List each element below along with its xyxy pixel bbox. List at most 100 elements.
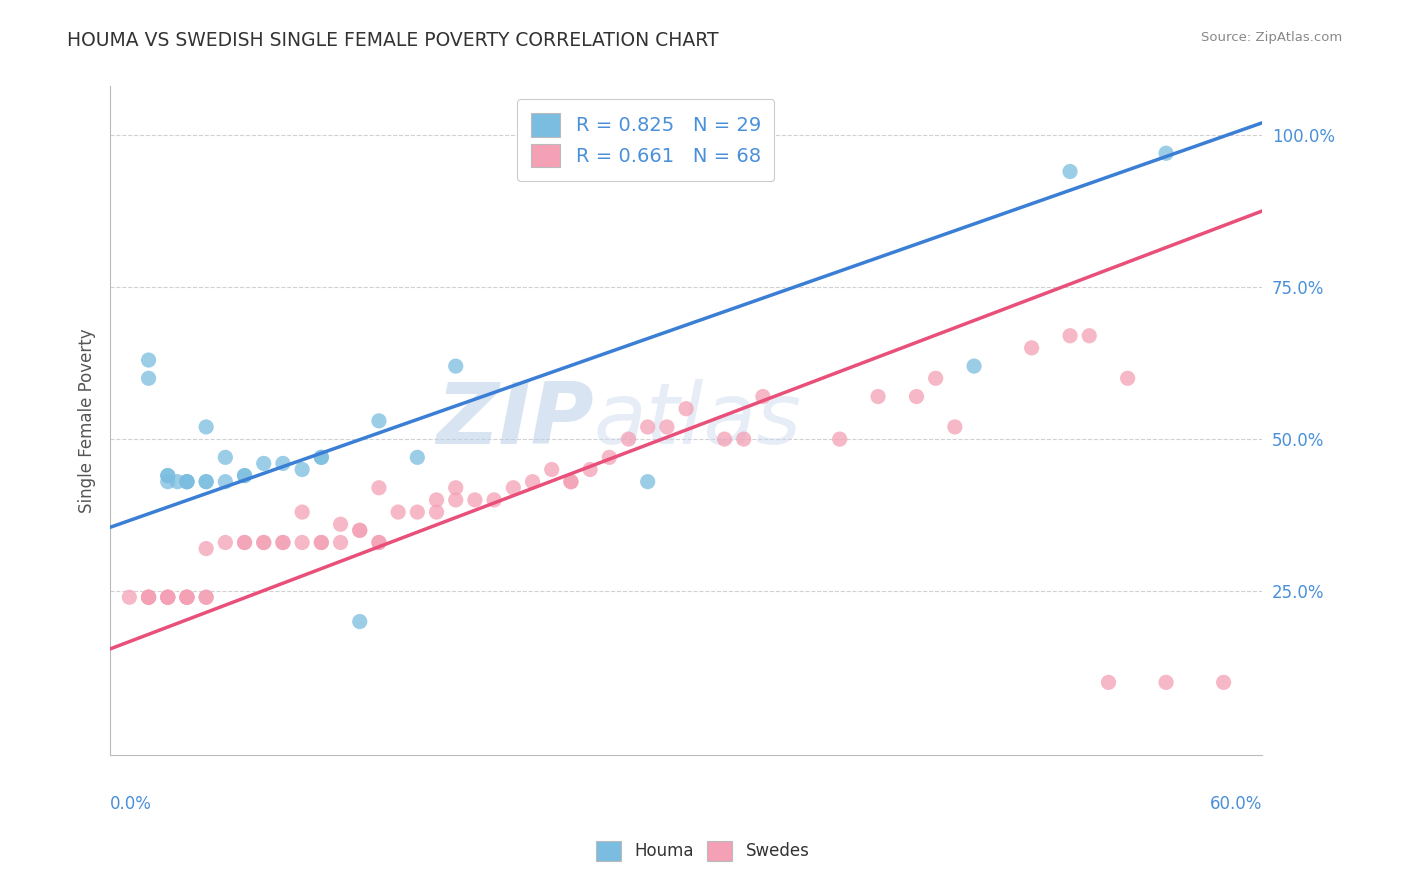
Point [311, 535, 333, 549]
Point [156, 475, 179, 489]
Point [522, 475, 544, 489]
Legend: Houma, Swedes: Houma, Swedes [589, 834, 817, 868]
Point [291, 462, 314, 476]
Point [349, 524, 371, 538]
Point [349, 524, 371, 538]
Point [233, 535, 256, 549]
Point [195, 541, 218, 556]
Point [176, 475, 198, 489]
Text: Source: ZipAtlas.com: Source: ZipAtlas.com [1202, 31, 1343, 45]
Text: atlas: atlas [593, 379, 801, 462]
Point [387, 505, 409, 519]
Point [560, 475, 582, 489]
Y-axis label: Single Female Poverty: Single Female Poverty [79, 328, 96, 513]
Point [655, 420, 678, 434]
Point [425, 492, 447, 507]
Point [195, 591, 218, 605]
Point [138, 591, 160, 605]
Point [1212, 675, 1234, 690]
Point [253, 457, 276, 471]
Point [271, 535, 294, 549]
Point [444, 359, 467, 373]
Point [176, 591, 198, 605]
Point [166, 475, 188, 489]
Point [868, 390, 890, 404]
Point [195, 475, 218, 489]
Point [368, 535, 391, 549]
Point [637, 475, 659, 489]
Point [156, 468, 179, 483]
Point [464, 492, 486, 507]
Text: 60.0%: 60.0% [1209, 796, 1263, 814]
Point [253, 535, 276, 549]
Point [502, 481, 524, 495]
Point [138, 591, 160, 605]
Point [311, 535, 333, 549]
Point [291, 505, 314, 519]
Point [176, 591, 198, 605]
Point [713, 432, 735, 446]
Point [291, 535, 314, 549]
Point [176, 591, 198, 605]
Point [156, 591, 179, 605]
Point [214, 475, 236, 489]
Point [943, 420, 966, 434]
Point [214, 535, 236, 549]
Point [1078, 328, 1101, 343]
Point [1059, 328, 1081, 343]
Point [156, 591, 179, 605]
Point [156, 591, 179, 605]
Point [617, 432, 640, 446]
Point [444, 492, 467, 507]
Point [311, 450, 333, 465]
Point [406, 450, 429, 465]
Text: ZIP: ZIP [436, 379, 593, 462]
Point [329, 535, 352, 549]
Point [233, 535, 256, 549]
Point [406, 505, 429, 519]
Point [828, 432, 851, 446]
Point [176, 475, 198, 489]
Point [1097, 675, 1119, 690]
Point [560, 475, 582, 489]
Text: HOUMA VS SWEDISH SINGLE FEMALE POVERTY CORRELATION CHART: HOUMA VS SWEDISH SINGLE FEMALE POVERTY C… [67, 31, 718, 50]
Point [1154, 675, 1177, 690]
Text: 0.0%: 0.0% [110, 796, 152, 814]
Point [118, 591, 141, 605]
Point [214, 450, 236, 465]
Point [579, 462, 602, 476]
Point [195, 475, 218, 489]
Point [253, 535, 276, 549]
Point [156, 468, 179, 483]
Point [271, 457, 294, 471]
Point [905, 390, 928, 404]
Point [368, 535, 391, 549]
Point [349, 615, 371, 629]
Point [637, 420, 659, 434]
Point [368, 481, 391, 495]
Point [233, 468, 256, 483]
Point [138, 353, 160, 368]
Point [1154, 146, 1177, 161]
Point [156, 591, 179, 605]
Point [598, 450, 620, 465]
Point [482, 492, 505, 507]
Point [233, 468, 256, 483]
Point [176, 475, 198, 489]
Point [138, 591, 160, 605]
Point [444, 481, 467, 495]
Point [176, 591, 198, 605]
Point [195, 420, 218, 434]
Point [924, 371, 946, 385]
Point [368, 414, 391, 428]
Point [752, 390, 775, 404]
Point [138, 371, 160, 385]
Point [540, 462, 562, 476]
Point [138, 591, 160, 605]
Point [733, 432, 755, 446]
Point [1116, 371, 1139, 385]
Point [1059, 164, 1081, 178]
Point [195, 591, 218, 605]
Point [311, 450, 333, 465]
Point [271, 535, 294, 549]
